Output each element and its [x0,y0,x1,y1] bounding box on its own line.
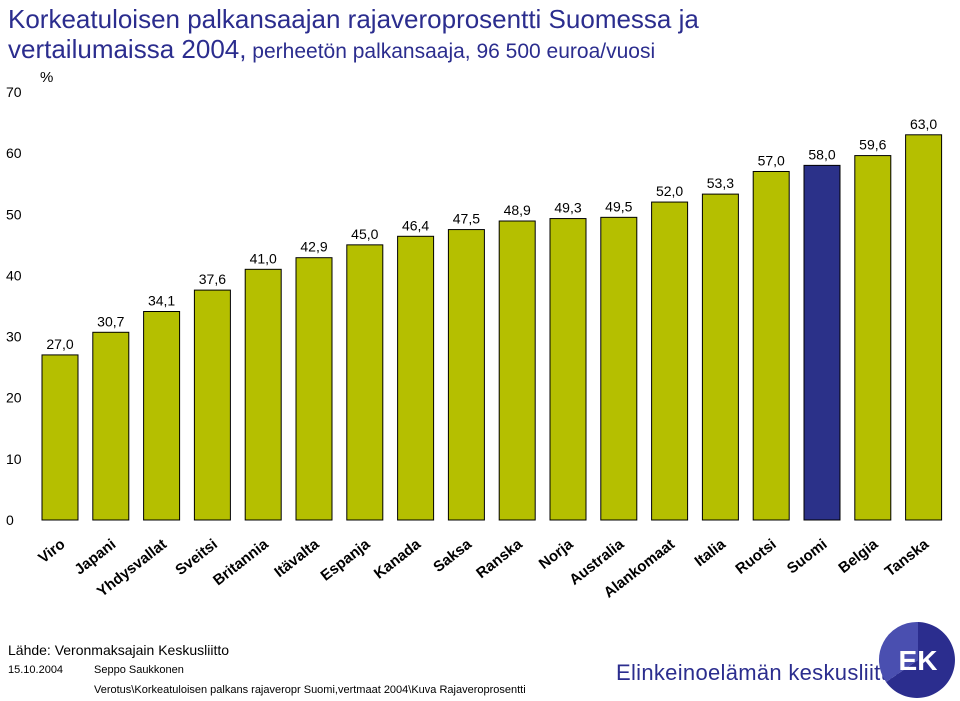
chart-title: Korkeatuloisen palkansaajan rajaveropros… [8,4,948,69]
x-tick-label: Viro [35,536,68,567]
data-label: 49,3 [554,200,581,216]
y-tick-label: 30 [6,329,22,345]
bar-sveitsi [193,289,231,521]
data-label: 47,5 [453,211,480,227]
bar-japani [92,331,130,521]
data-label: 63,0 [910,116,937,132]
data-label: 45,0 [351,226,378,242]
x-tick-label: Italia [691,535,729,570]
data-label: 41,0 [250,250,277,266]
x-tick-label: Norja [536,535,577,572]
bar-britannia [244,268,282,521]
data-label: 53,3 [707,175,734,191]
bar-espanja [346,244,384,521]
bar-australia [600,216,638,521]
data-label: 37,6 [199,271,226,287]
x-tick-label: Saksa [430,535,475,576]
x-tick-label: Suomi [784,536,831,578]
title-line-1: Korkeatuloisen palkansaajan rajaveropros… [8,4,699,34]
bar-italia [701,193,739,521]
data-label: 59,6 [859,137,886,153]
organization-name: Elinkeinoelämän keskusliitto [616,660,900,685]
bar-saksa [447,229,485,521]
title-subtitle: perheetön palkansaaja, 96 500 euroa/vuos… [246,40,656,63]
title-line-2: vertailumaissa 2004, [8,34,247,64]
data-label: 46,4 [402,217,429,233]
bar-viro [41,354,79,521]
data-label: 42,9 [300,239,327,255]
y-tick-label: 10 [6,451,22,467]
y-tick-label: 60 [6,145,22,161]
y-tick-label: 0 [6,512,14,528]
bar-belgia [854,155,892,521]
data-label: 52,0 [656,183,683,199]
date-text: 15.10.2004 [8,664,64,676]
x-tick-label: Itävalta [271,535,323,581]
bar-yhdysvallat [143,311,181,521]
x-tick-label: Belgia [835,535,881,577]
y-tick-label: 40 [6,267,22,283]
x-tick-label: Ruotsi [732,536,779,578]
bar-alankomaat [651,201,689,521]
y-tick-label: 70 [6,84,22,100]
x-tick-label: Ranska [473,535,526,582]
bar-itävalta [295,257,333,521]
x-tick-label: Kanada [371,535,425,582]
x-tick-label: Espanja [317,535,373,584]
bar-norja [549,218,587,521]
data-label: 57,0 [758,152,785,168]
y-tick-label: 50 [6,206,22,222]
ek-logo: EK [878,621,955,698]
y-tick-label: 20 [6,390,22,406]
data-label: 27,0 [46,336,73,352]
x-tick-label: Tanska [882,535,933,580]
bar-kanada [397,235,435,521]
data-label: 49,5 [605,198,632,214]
source-note: Lähde: Veronmaksajain Keskusliitto [8,642,230,658]
bar-ruotsi [752,170,790,521]
bar-chart: 010203040506070%27,0Viro30,7Japani34,1Yh… [6,69,943,602]
bar-suomi [803,164,841,521]
data-label: 30,7 [97,313,124,329]
data-label: 58,0 [808,146,835,162]
logo-text: EK [899,645,938,676]
bar-tanska [905,134,943,521]
y-axis-label: % [40,69,53,86]
file-path-text: Verotus\Korkeatuloisen palkans rajaverop… [94,684,526,696]
author-text: Seppo Saukkonen [94,664,184,676]
x-tick-label: Britannia [210,535,272,589]
bar-ranska [498,220,536,521]
data-label: 48,9 [504,202,531,218]
data-label: 34,1 [148,293,175,309]
